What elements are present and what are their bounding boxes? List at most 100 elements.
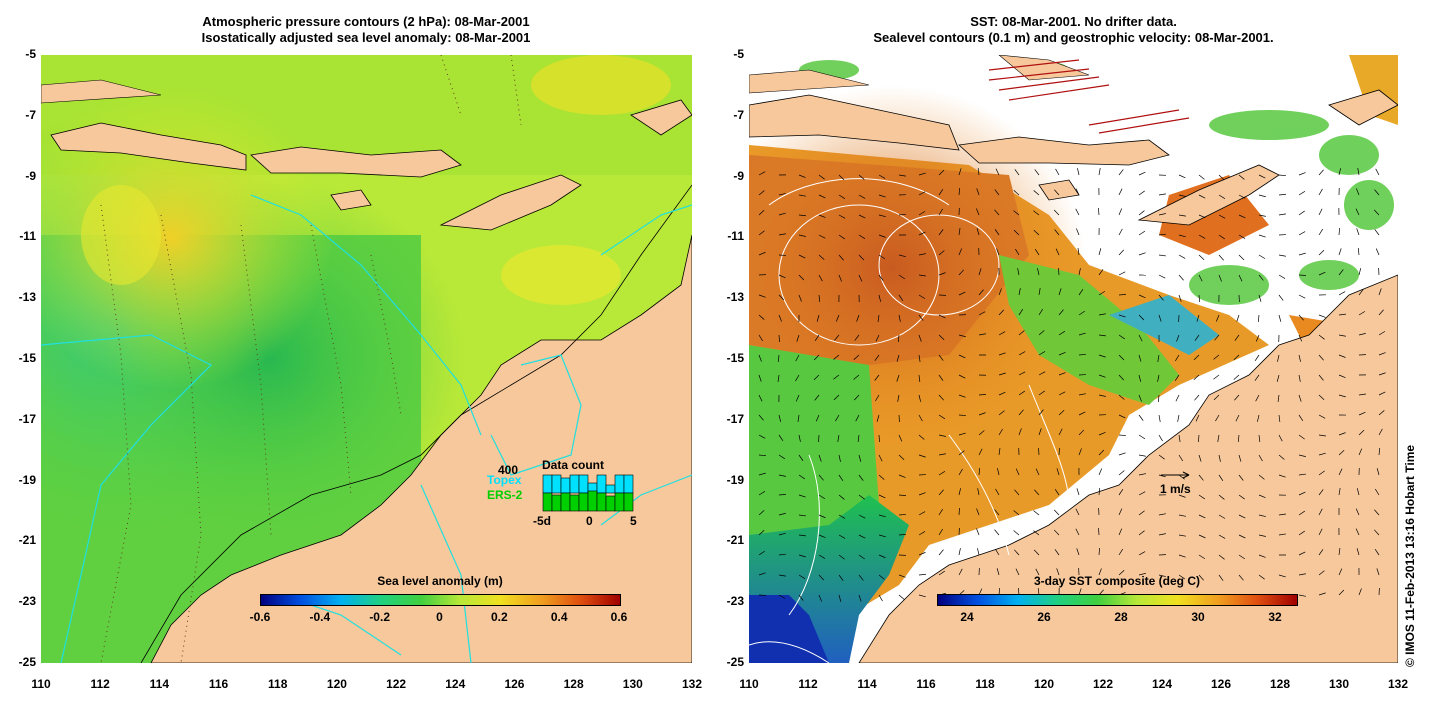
velocity-arrow	[1198, 274, 1203, 282]
velocity-arrow	[1035, 468, 1040, 476]
velocity-arrow	[798, 534, 806, 537]
velocity-arrow	[1258, 494, 1266, 498]
right-x-tick: 130	[1328, 677, 1350, 691]
velocity-arrow	[858, 174, 865, 180]
velocity-arrow	[838, 234, 845, 240]
velocity-arrow	[1298, 473, 1306, 476]
velocity-arrow	[1378, 288, 1382, 296]
velocity-arrow	[1158, 213, 1166, 216]
velocity-arrow	[1193, 374, 1200, 380]
velocity-arrow	[875, 394, 880, 402]
velocity-arrow	[1378, 448, 1381, 456]
velocity-arrow	[918, 414, 923, 422]
velocity-arrow	[878, 454, 883, 462]
velocity-arrow	[1238, 254, 1245, 261]
data-count-tick-zero: 0	[586, 514, 593, 528]
velocity-arrow	[896, 374, 900, 382]
velocity-arrow	[1215, 414, 1220, 422]
left-y-tick: -21	[18, 533, 36, 548]
velocity-arrow	[1218, 474, 1224, 482]
velocity-arrow	[898, 254, 906, 258]
velocity-arrow	[1277, 354, 1280, 362]
velocity-arrow	[1198, 574, 1204, 581]
sst-colorbar	[937, 594, 1298, 606]
velocity-arrow	[1018, 390, 1025, 396]
velocity-arrow	[1218, 194, 1226, 200]
velocity-arrow	[1033, 229, 1040, 236]
velocity-arrow	[878, 594, 883, 602]
velocity-arrow	[1013, 210, 1020, 216]
velocity-arrow	[778, 474, 786, 477]
velocity-arrow	[1178, 534, 1186, 537]
velocity-arrow	[938, 208, 943, 216]
left-y-tick: -11	[19, 229, 36, 244]
sea-level-colorbar-tick: 0	[436, 610, 443, 624]
left-y-tick: -17	[18, 411, 36, 426]
velocity-arrow	[758, 354, 762, 362]
velocity-arrow	[1078, 393, 1086, 396]
velocity-arrow	[1258, 174, 1266, 179]
velocity-arrow	[1214, 334, 1220, 341]
velocity-arrow	[758, 572, 766, 576]
velocity-arrow	[1218, 574, 1224, 581]
right-y-tick: -7	[733, 107, 744, 122]
velocity-arrow	[898, 514, 907, 516]
velocity-arrow	[1054, 229, 1060, 236]
velocity-arrow	[1338, 248, 1342, 256]
velocity-arrow	[818, 254, 825, 260]
velocity-arrow	[1298, 594, 1306, 597]
velocity-arrow	[1378, 309, 1384, 316]
velocity-arrow	[854, 334, 860, 341]
velocity-arrow	[1158, 394, 1160, 403]
velocity-arrow	[1118, 508, 1123, 516]
left-map-panel	[41, 55, 692, 663]
velocity-arrow	[1318, 228, 1324, 236]
velocity-arrow	[1358, 311, 1366, 316]
velocity-arrow	[1013, 229, 1020, 236]
velocity-arrow	[1158, 454, 1165, 460]
topex-label: Topex	[487, 473, 522, 487]
velocity-arrow	[878, 554, 886, 559]
velocity-arrows	[758, 168, 1386, 602]
velocity-arrow	[1318, 374, 1324, 381]
velocity-arrow	[1238, 174, 1245, 180]
velocity-arrow	[1374, 529, 1380, 536]
right-map-panel	[749, 55, 1398, 663]
velocity-arrow	[838, 574, 844, 581]
right-x-tick: 122	[1092, 677, 1114, 691]
velocity-arrow	[1258, 254, 1266, 259]
right-title-line1: SST: 08-Mar-2001. No drifter data.	[970, 14, 1177, 29]
velocity-arrow	[838, 174, 845, 181]
velocity-arrow	[1033, 210, 1040, 216]
velocity-arrow	[818, 454, 822, 462]
velocity-arrow	[878, 214, 886, 218]
velocity-arrow	[798, 194, 806, 197]
velocity-arrow	[798, 514, 806, 517]
velocity-arrow	[1178, 494, 1186, 498]
velocity-arrow	[938, 549, 944, 556]
velocity-arrow	[1356, 548, 1360, 556]
velocity-arrow	[1098, 488, 1101, 496]
velocity-arrow	[1338, 291, 1346, 296]
velocity-arrow	[1213, 394, 1220, 401]
velocity-arrow	[978, 333, 986, 336]
velocity-arrow	[1358, 289, 1364, 296]
left-y-tick: -15	[18, 351, 36, 365]
velocity-arrow	[1138, 334, 1143, 342]
velocity-arrow	[758, 251, 766, 256]
velocity-arrow	[758, 171, 766, 176]
velocity-arrow	[938, 334, 945, 340]
left-y-tick: -23	[18, 594, 36, 609]
velocity-arrow	[1358, 588, 1362, 596]
velocity-arrow	[1318, 334, 1325, 340]
velocity-arrow	[1338, 589, 1345, 596]
velocity-arrow	[1298, 491, 1306, 496]
velocity-arrow	[1078, 411, 1086, 416]
velocity-arrow	[798, 554, 806, 558]
velocity-arrow	[1358, 429, 1365, 436]
velocity-arrow	[758, 454, 766, 457]
left-title-line2: Isostatically adjusted sea level anomaly…	[201, 30, 531, 45]
velocity-arrow	[1338, 394, 1346, 398]
velocity-arrow	[918, 294, 926, 299]
velocity-arrow	[897, 394, 900, 402]
